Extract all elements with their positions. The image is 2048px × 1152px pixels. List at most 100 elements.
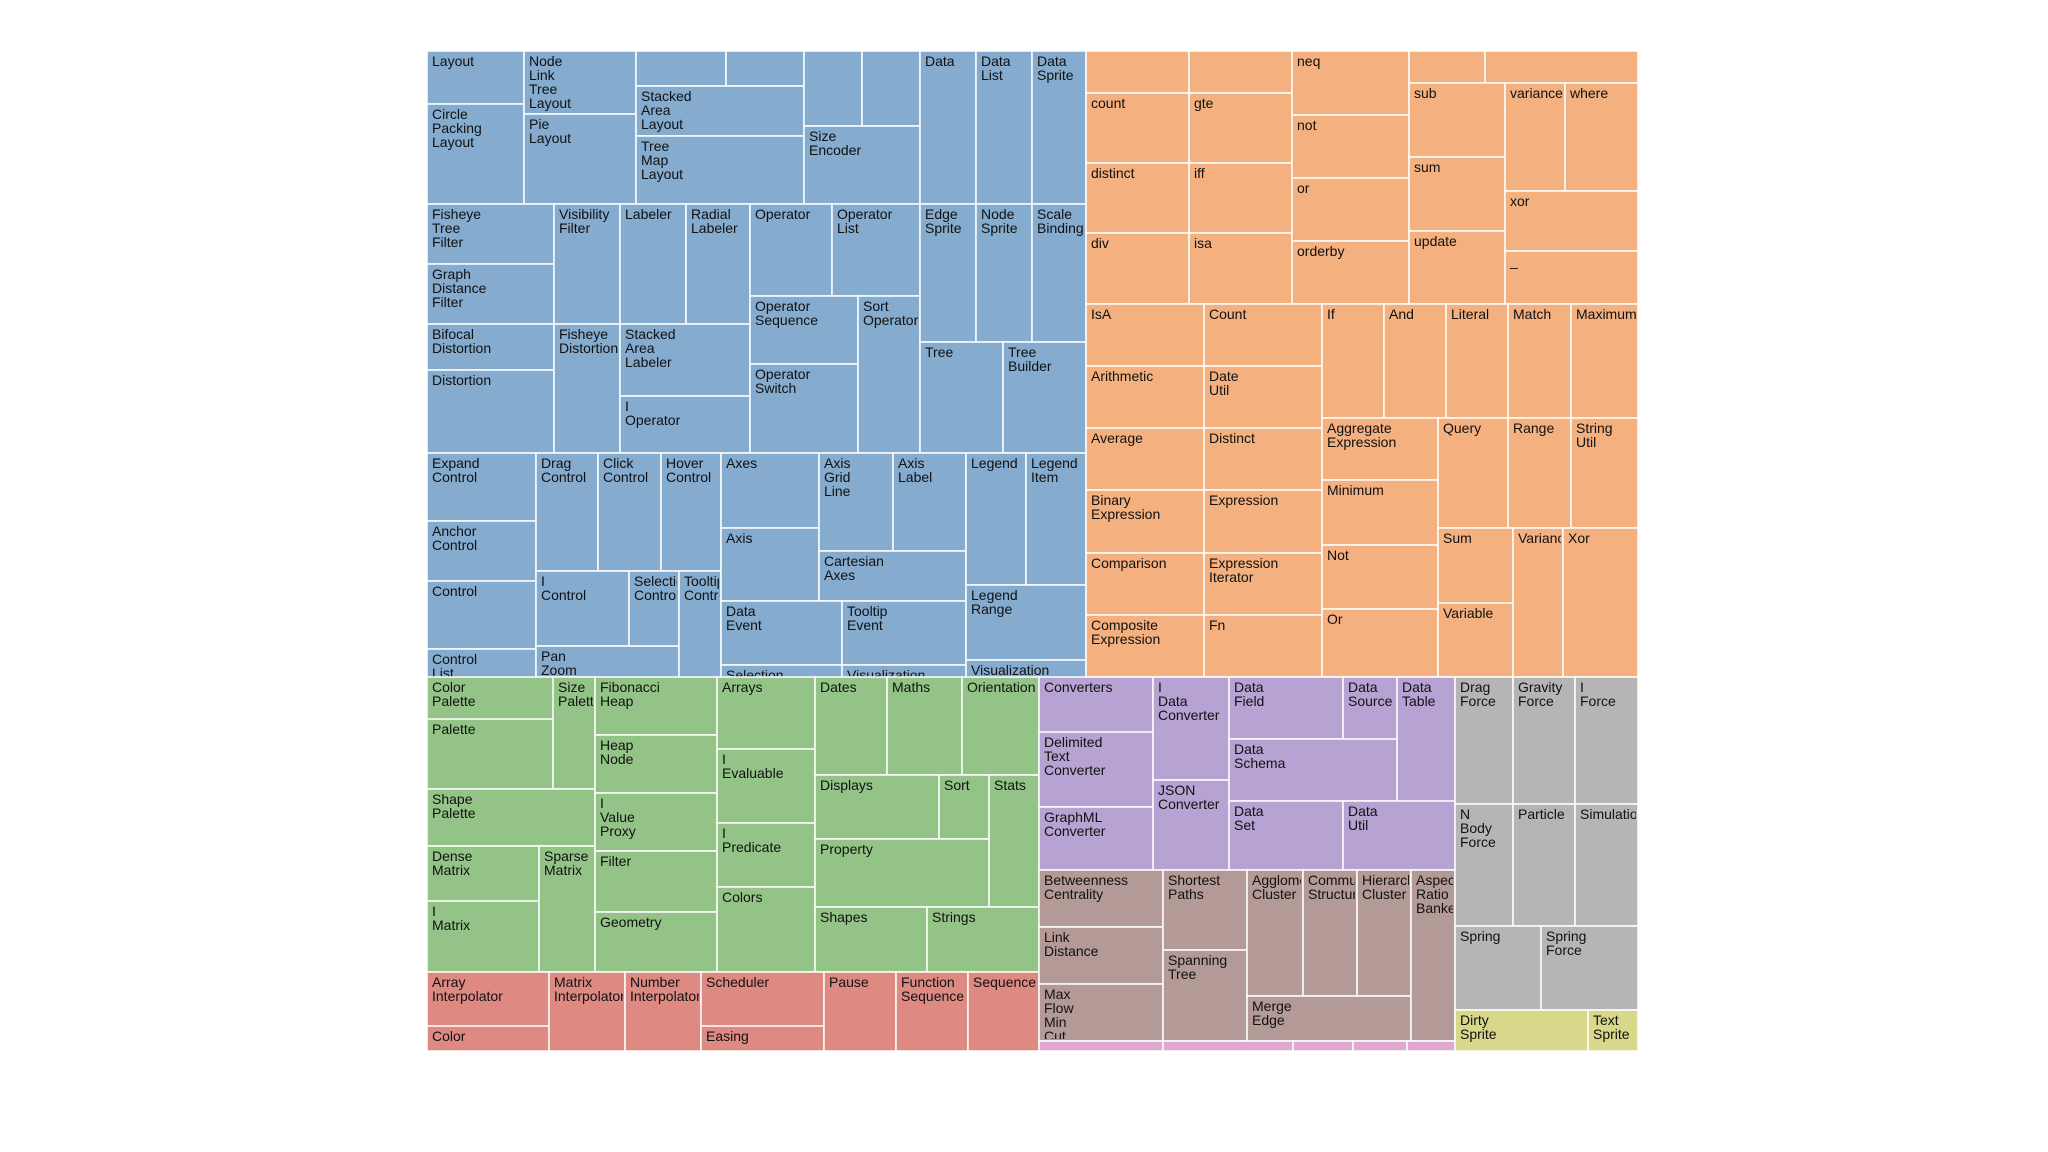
treemap-cell-label: Stacked Area Labeler	[625, 326, 676, 370]
treemap-cell-label: Community Structure	[1308, 872, 1379, 902]
treemap-cell-date-util: Date Util	[1203, 365, 1323, 429]
treemap-cell-operator: Operator	[749, 203, 833, 297]
treemap-cell-rect	[1540, 925, 1639, 1011]
treemap-cell-rect	[1408, 50, 1486, 84]
treemap-cell-string-util: String Util	[1570, 417, 1639, 529]
treemap-cell-label: Drag Force	[1460, 679, 1496, 709]
treemap-cell-sort: Sort	[938, 774, 990, 840]
treemap-cell-rect	[553, 323, 621, 454]
treemap-cell-rect	[1031, 50, 1087, 205]
treemap-cell-rect	[594, 850, 718, 913]
treemap-cell-cell-165	[1352, 1040, 1408, 1052]
treemap-cell-expression: Expression	[1203, 489, 1323, 554]
treemap-cell-label: If	[1327, 306, 1335, 322]
treemap-cell-rect	[823, 971, 897, 1052]
treemap-cell-label: Data Schema	[1234, 741, 1286, 771]
treemap-cell-cell-4	[635, 50, 727, 87]
treemap-cell-rect	[700, 1025, 825, 1052]
treemap-cell-rect	[1437, 417, 1509, 529]
treemap-cell-label: Function Sequence	[901, 974, 964, 1004]
treemap-cell-graph-distance-filter: Graph Distance Filter	[426, 263, 555, 325]
treemap-cell-label: Spring Force	[1546, 928, 1586, 958]
treemap-cell-rect	[597, 452, 662, 572]
treemap-cell-rect	[1152, 676, 1230, 781]
treemap-cell-label: Spanning Tree	[1168, 952, 1227, 982]
treemap-cell-rect	[1507, 303, 1572, 419]
treemap-cell-rect	[749, 203, 833, 297]
treemap-cell-label: Max Flow Min Cut	[1044, 986, 1074, 1044]
treemap-cell-: _	[1504, 250, 1639, 305]
treemap-cell-axis: Axis	[720, 527, 820, 602]
treemap-cell-labeler: Labeler	[619, 203, 687, 325]
treemap-cell-sum: sum	[1408, 156, 1506, 232]
treemap-cell-arrays: Arrays	[716, 676, 816, 750]
treemap-cell-label: Layout	[432, 53, 474, 69]
treemap-cell-and: And	[1383, 303, 1447, 419]
treemap-cell-shape-palette: Shape Palette	[426, 788, 596, 847]
treemap-cell-data-event: Data Event	[720, 600, 843, 666]
treemap-cell-rect	[1038, 1040, 1164, 1052]
treemap-cell-label: Geometry	[600, 914, 661, 930]
treemap-cell-geometry: Geometry	[594, 911, 718, 973]
treemap-cell-label: Data Event	[726, 603, 762, 633]
treemap-cell-label: I Evaluable	[722, 751, 784, 781]
treemap-cell-tree-map-layout: Tree Map Layout	[635, 135, 805, 205]
treemap-cell-cell-8	[803, 50, 863, 127]
treemap-cell-rect	[814, 838, 990, 908]
treemap-cell-rect	[1246, 869, 1304, 997]
treemap-cell-label: Number Interpolator	[630, 974, 701, 1004]
treemap-cell-rect	[426, 103, 525, 205]
treemap-cell-rect	[1152, 779, 1230, 871]
treemap-cell-rect	[1085, 552, 1205, 616]
treemap-cell-property: Property	[814, 838, 990, 908]
treemap-cell-label: Tooltip Event	[847, 603, 888, 633]
treemap-cell-rect	[1085, 232, 1190, 305]
treemap-cell-i-evaluable: I Evaluable	[716, 748, 816, 824]
treemap-cell-label: Variance	[1518, 530, 1572, 546]
treemap-cell-label: Hover Control	[666, 455, 711, 485]
treemap-cell-link-distance: Link Distance	[1038, 926, 1164, 985]
treemap-cell-rect	[716, 886, 816, 973]
treemap-cell-composite-expression: Composite Expression	[1085, 614, 1205, 678]
treemap-cell-label: And	[1389, 306, 1414, 322]
treemap-cell-rect	[624, 971, 702, 1052]
treemap-cell-label: Filter	[600, 853, 631, 869]
treemap-cell-cell-166	[1406, 1040, 1456, 1052]
treemap-cell-betweenness-centrality: Betweenness Centrality	[1038, 869, 1164, 928]
treemap-cell-label: Pie Layout	[529, 116, 571, 146]
treemap-cell-cell-164	[1292, 1040, 1354, 1052]
treemap-cell-maximum: Maximum	[1570, 303, 1639, 419]
treemap-cell-label: Sort Operator	[863, 298, 919, 328]
treemap-cell-rect	[988, 774, 1040, 908]
treemap-cell-label: Data	[925, 53, 955, 69]
treemap-cell-rect	[1512, 527, 1564, 678]
treemap-cell-cell-71	[1484, 50, 1639, 84]
treemap-cell-data-field: Data Field	[1228, 676, 1344, 740]
treemap-cell-label: Gravity Force	[1518, 679, 1562, 709]
treemap-cell-data-sprite: Data Sprite	[1031, 50, 1087, 205]
treemap-cell-i-operator: I Operator	[619, 395, 751, 454]
treemap-cell-rect	[1228, 676, 1344, 740]
treemap-cell-shortest-paths: Shortest Paths	[1162, 869, 1248, 951]
treemap-cell-label: Orientation	[967, 679, 1035, 695]
treemap-cell-rect	[1291, 177, 1410, 242]
treemap-cell-label: Pause	[829, 974, 869, 990]
treemap-cell-rect	[967, 971, 1040, 1052]
treemap-cell-particle: Particle	[1512, 803, 1576, 927]
treemap-cell-rect	[1454, 925, 1542, 1011]
treemap-cell-i-matrix: I Matrix	[426, 900, 540, 973]
treemap-cell-edge-sprite: Edge Sprite	[919, 203, 977, 343]
treemap-cell-rect	[886, 676, 963, 776]
treemap-cell-label: Sparse Matrix	[544, 848, 589, 878]
treemap-cell-community-structure: Community Structure	[1302, 869, 1379, 997]
treemap-cell-rect	[895, 971, 969, 1052]
treemap-cell-or: or	[1291, 177, 1410, 242]
treemap-cell-distortion: Distortion	[426, 369, 555, 454]
treemap-cell-i-value-proxy: I Value Proxy	[594, 792, 718, 852]
treemap-cell-rect	[628, 570, 680, 647]
treemap-cell-rect	[965, 584, 1087, 661]
treemap-cell-cell-70	[1408, 50, 1486, 84]
treemap-cell-strings: Strings	[926, 906, 1040, 973]
treemap-cell-rect	[1085, 92, 1190, 164]
treemap-cell-label: Labeler	[625, 206, 672, 222]
